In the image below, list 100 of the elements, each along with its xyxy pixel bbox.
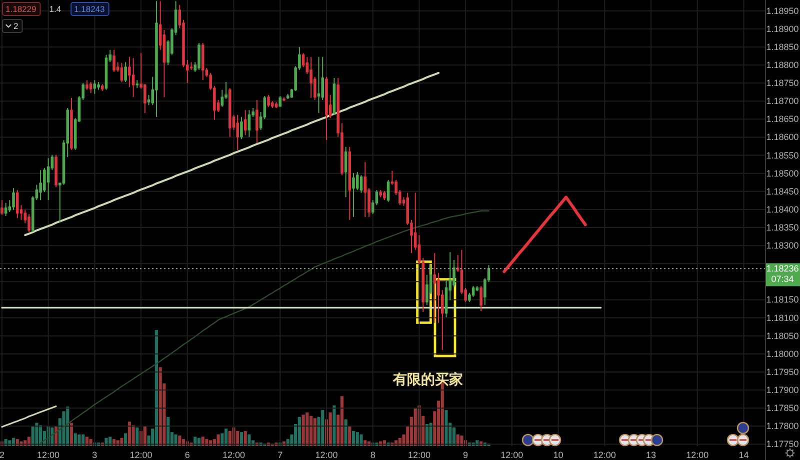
candlestick [352, 172, 355, 218]
candlestick [348, 146, 352, 220]
x-tick-label: 8 [370, 450, 376, 460]
candlestick [236, 114, 239, 150]
y-tick-label: 1.18300 [766, 240, 799, 251]
bar [244, 430, 247, 446]
y-tick-label: 1.18750 [766, 78, 799, 88]
x-tick-label: 6 [184, 450, 190, 460]
bar [460, 436, 464, 446]
bar [360, 434, 363, 446]
candlestick [344, 146, 348, 198]
candlestick [124, 62, 127, 82]
bar [228, 430, 232, 446]
x-tick-label: 12:00 [222, 450, 246, 460]
x-tick-label: 14 [738, 450, 749, 460]
x-tick-label: 12:00 [408, 450, 430, 460]
candlestick [93, 80, 96, 94]
candlestick [282, 96, 286, 102]
candlestick [54, 154, 58, 188]
x-tick-label: 7 [278, 450, 283, 460]
bar [356, 432, 359, 446]
candlestick [286, 93, 290, 100]
candlestick [0, 200, 4, 216]
bar [313, 418, 316, 446]
y-tick-label: 1.18850 [766, 42, 799, 52]
candlestick [278, 96, 282, 108]
x-tick-label: 2 [0, 450, 4, 460]
bar [348, 426, 352, 446]
candlestick [248, 110, 251, 138]
candlestick [256, 100, 258, 144]
candlestick [112, 49, 116, 72]
bar [302, 414, 305, 446]
candlestick [89, 81, 92, 94]
candlestick [39, 170, 42, 201]
bar [332, 405, 336, 446]
y-tick-label: 1.18450 [766, 186, 799, 196]
x-tick-label: 10 [553, 450, 564, 460]
annotation: 1.4 [49, 4, 62, 14]
candlestick [70, 97, 73, 150]
candlestick [120, 62, 124, 82]
candlestick [364, 162, 366, 218]
candlestick [274, 101, 278, 108]
y-tick-label: 1.17750 [766, 439, 799, 450]
bar [309, 416, 313, 446]
bar [321, 410, 324, 446]
annotation: 1.18229 [6, 4, 36, 14]
bar [124, 433, 128, 446]
y-tick-label: 1.18400 [766, 204, 799, 214]
bar [31, 426, 34, 446]
bar [154, 330, 158, 446]
x-tick-label: 9 [463, 450, 468, 460]
x-tick-label: 12:00 [686, 450, 709, 460]
bar [328, 412, 332, 446]
bar [120, 438, 124, 446]
candlestick [244, 110, 247, 136]
bar [306, 412, 309, 446]
y-tick-label: 1.17850 [766, 403, 799, 414]
bar [205, 439, 208, 446]
x-tick-label: 13 [646, 450, 656, 460]
annotation: 有限的买家 [392, 371, 463, 387]
candlestick [198, 42, 200, 71]
candlestick [317, 56, 320, 114]
ref-line-label: 1.18236 07:34 [766, 264, 799, 284]
bar [74, 433, 77, 446]
candlestick [46, 158, 50, 201]
candlestick [12, 188, 15, 210]
bar [248, 434, 251, 446]
x-tick-label: 12:00 [130, 450, 152, 460]
annotation: 2 [14, 21, 18, 31]
bar [78, 434, 81, 446]
bar [444, 410, 448, 446]
y-tick-label: 1.18550 [766, 150, 799, 160]
bar [240, 432, 244, 446]
bar [35, 422, 38, 446]
candlestick [28, 214, 30, 232]
candlestick [325, 76, 328, 141]
y-tick-label: 1.18950 [766, 6, 799, 16]
bar [236, 430, 240, 446]
x-tick-label: 12:00 [500, 450, 524, 460]
y-tick-label: 1.17950 [766, 366, 799, 377]
x-tick-label: 12:00 [593, 450, 616, 460]
candlestick [16, 189, 19, 219]
bar [166, 417, 170, 446]
candlestick [101, 84, 104, 92]
y-tick-label: 1.17800 [766, 421, 799, 432]
y-tick-label: 1.18100 [766, 312, 799, 323]
candlestick [332, 78, 336, 116]
y-tick-label: 1.18900 [766, 24, 799, 34]
y-tick-label: 1.18650 [766, 114, 799, 124]
candlestick [433, 252, 436, 324]
candlestick [240, 116, 243, 140]
bar [298, 417, 301, 446]
x-tick-label: 12:00 [315, 450, 338, 460]
candlestick [310, 56, 312, 98]
candlestick [267, 94, 270, 108]
bar [136, 427, 139, 446]
candlestick [360, 174, 363, 194]
candlestick [155, 0, 158, 118]
line-series [24, 72, 440, 236]
y-tick-label: 1.18150 [766, 294, 799, 305]
